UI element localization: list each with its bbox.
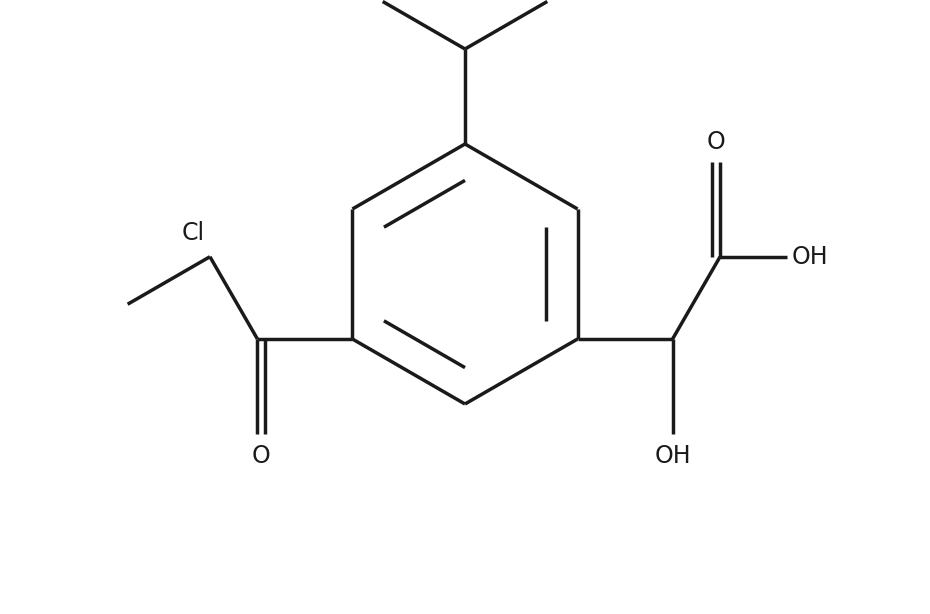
- Text: OH: OH: [791, 245, 829, 269]
- Text: Cl: Cl: [181, 220, 205, 245]
- Text: O: O: [252, 444, 271, 468]
- Text: OH: OH: [655, 444, 691, 468]
- Text: O: O: [707, 130, 725, 154]
